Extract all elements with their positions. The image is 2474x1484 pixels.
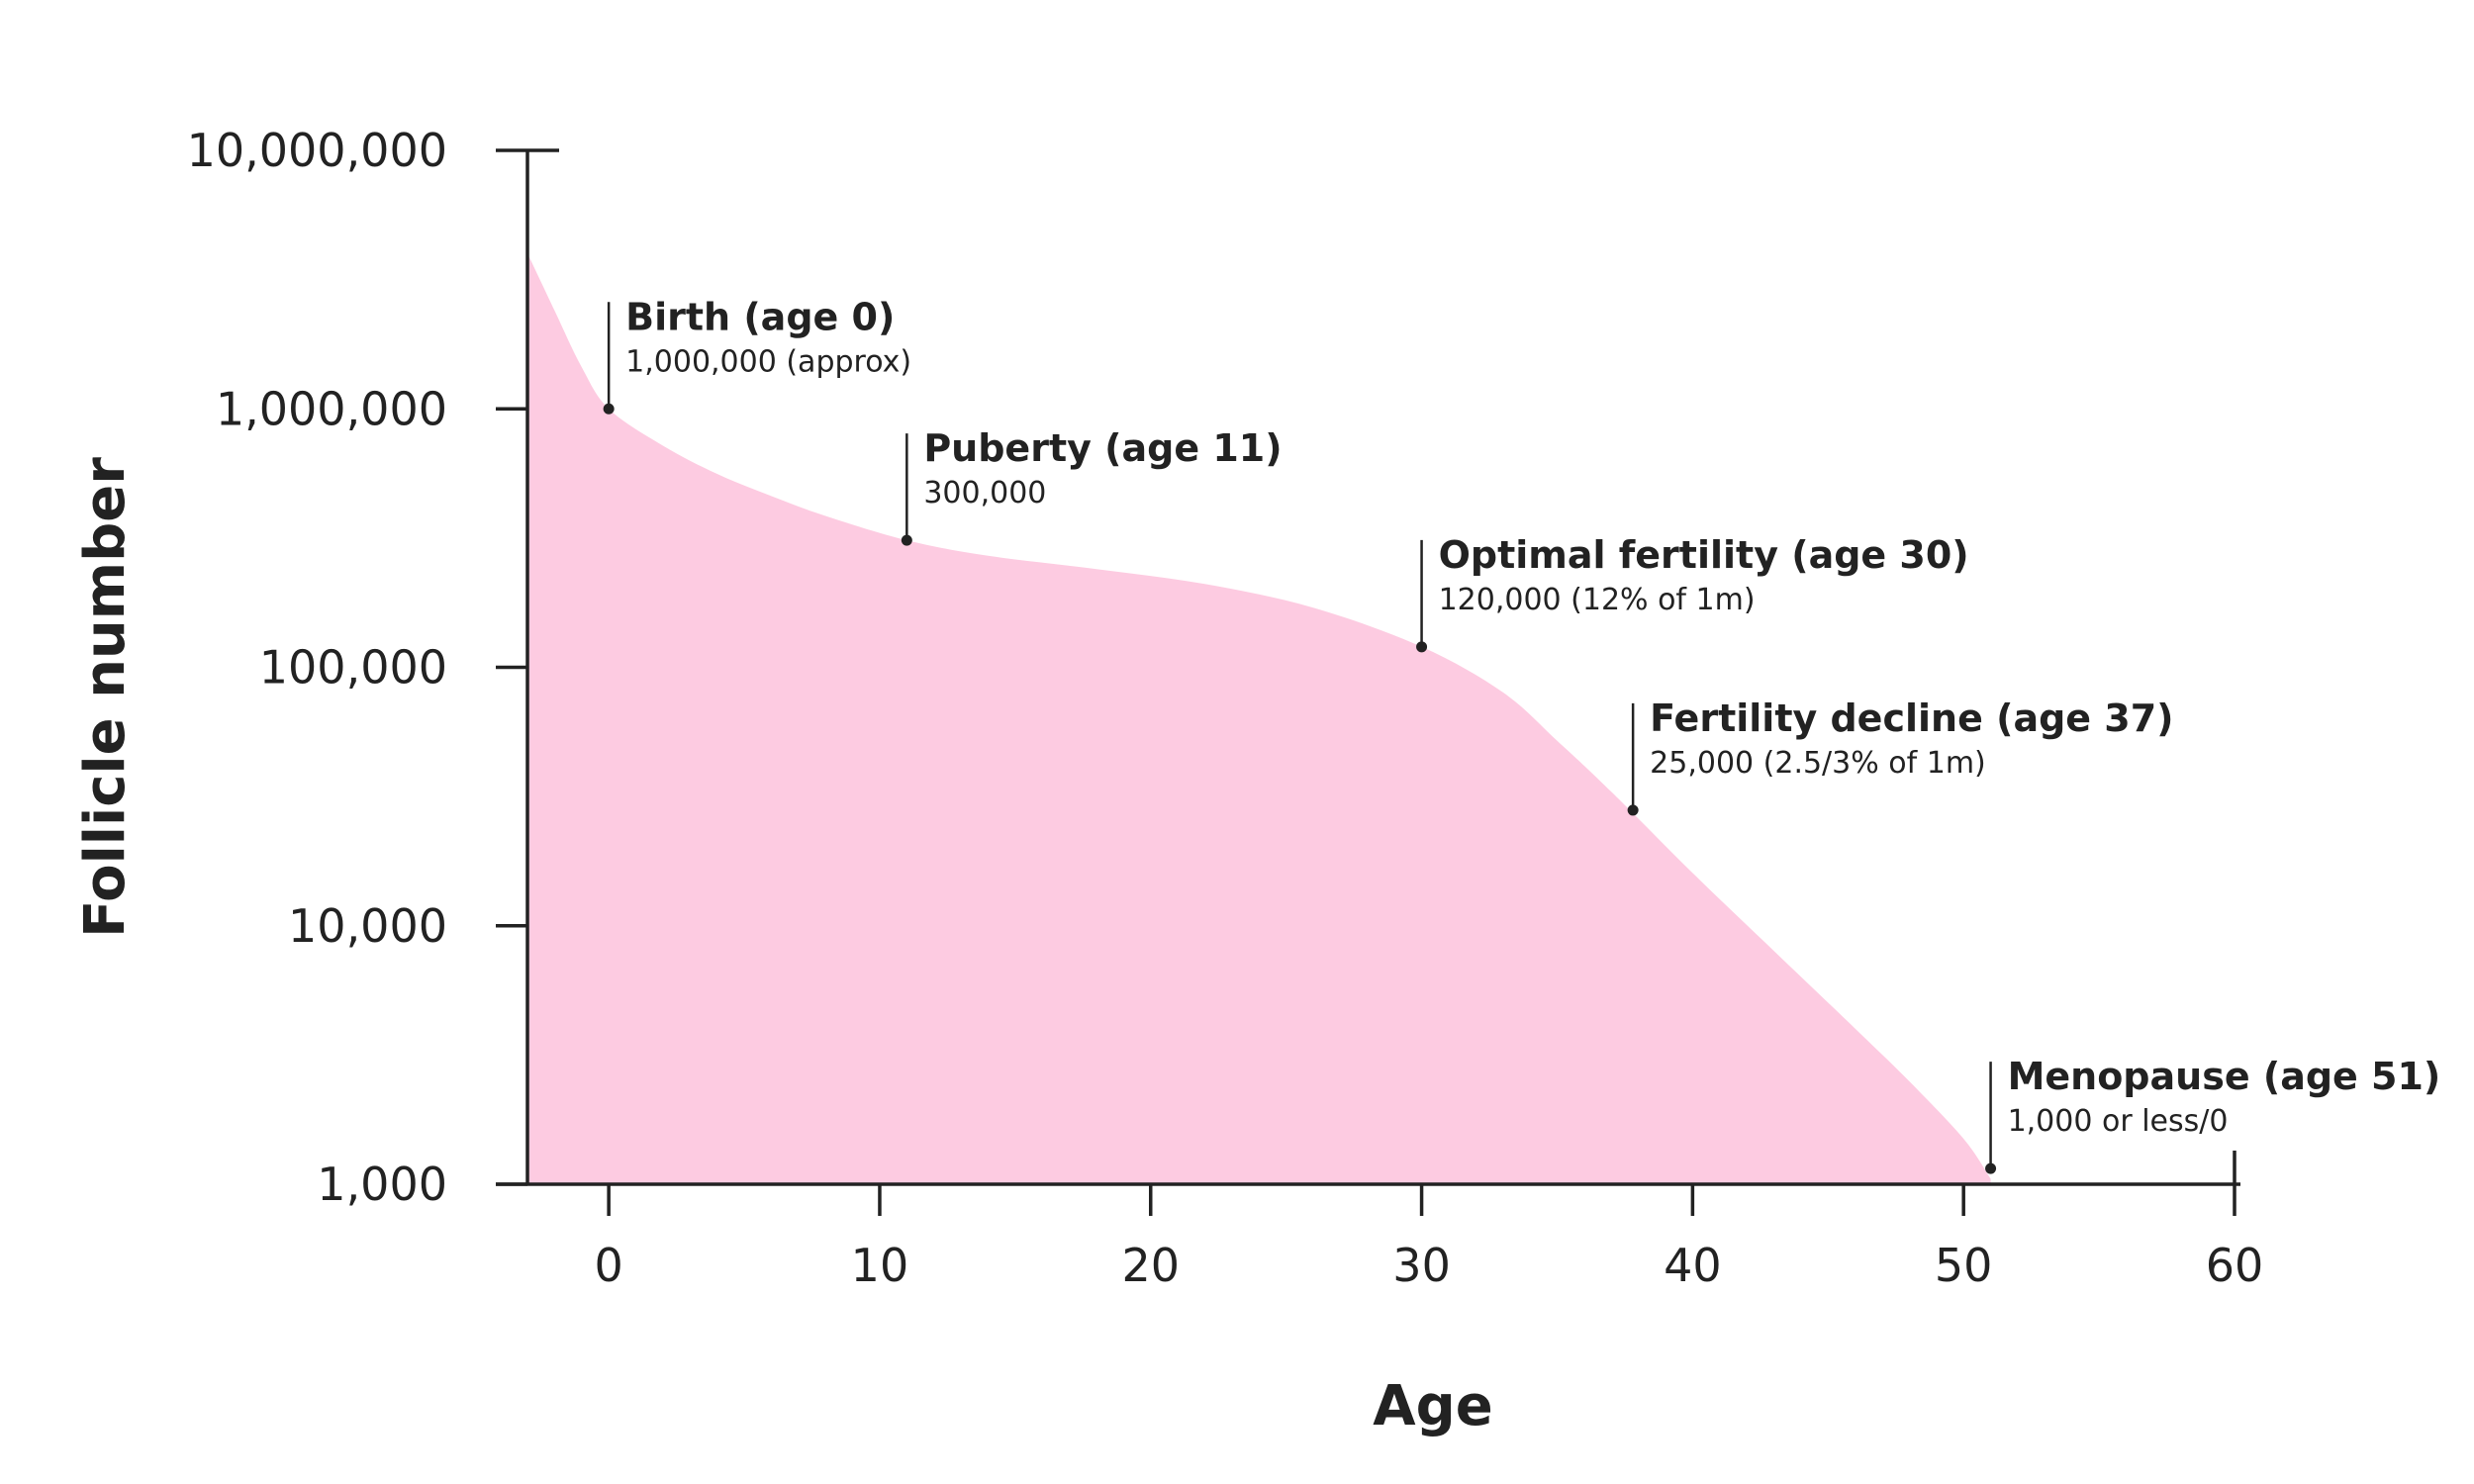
annotation-subtitle: 25,000 (2.5/3% of 1m) (1650, 746, 1986, 781)
y-tick-label: 1,000 (317, 1158, 447, 1211)
x-tick-label: 60 (2206, 1239, 2264, 1292)
y-ticks: 1,000 10,000 100,000 1,000,000 10,000,000 (187, 124, 559, 1211)
x-tick-label: 50 (1935, 1239, 1993, 1292)
annotation-point (1627, 804, 1639, 816)
x-tick-label: 10 (851, 1239, 909, 1292)
x-ticks: 0 10 20 30 40 50 60 (595, 1151, 2264, 1292)
annotations: Birth (age 0) 1,000,000 (approx) Puberty (… (603, 295, 2441, 1174)
x-axis-title: Age (1373, 1374, 1492, 1438)
annotation-subtitle: 1,000,000 (approx) (625, 344, 911, 379)
annotation-point (1985, 1162, 1997, 1174)
annotation-title: Menopause (age 51) (2008, 1055, 2441, 1098)
annotation-point (901, 534, 912, 546)
y-tick-label: 1,000,000 (216, 382, 447, 435)
x-tick-label: 0 (595, 1239, 623, 1292)
x-tick-label: 30 (1392, 1239, 1451, 1292)
annotation-subtitle: 120,000 (12% of 1m) (1439, 583, 1756, 617)
y-tick-label: 100,000 (259, 641, 447, 695)
annotation-point (603, 403, 615, 415)
y-axis-title: Follicle number (73, 457, 138, 938)
annotation-title: Birth (age 0) (625, 295, 895, 338)
x-tick-label: 40 (1664, 1239, 1722, 1292)
annotation-point (1416, 641, 1428, 653)
annotation-subtitle: 300,000 (923, 476, 1046, 510)
follicle-area (527, 253, 1991, 1184)
annotation-title: Fertility decline (age 37) (1650, 696, 2173, 740)
annotation-title: Puberty (age 11) (923, 426, 1282, 470)
y-tick-label: 10,000 (288, 899, 447, 953)
annotation-title: Optimal fertility (age 30) (1439, 533, 1969, 577)
x-tick-label: 20 (1121, 1239, 1180, 1292)
annotation-subtitle: 1,000 or less/0 (2008, 1104, 2229, 1139)
y-tick-label: 10,000,000 (187, 124, 447, 177)
area-layer (527, 253, 1991, 1184)
